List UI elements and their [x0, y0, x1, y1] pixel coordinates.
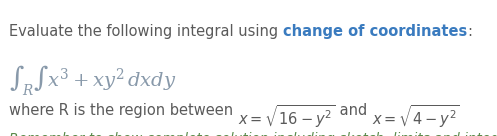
Text: Remember to show complete solution including sketch, limits and integration.: Remember to show complete solution inclu… — [9, 132, 497, 136]
Text: $x = \sqrt{16 - y^2}$: $x = \sqrt{16 - y^2}$ — [238, 103, 335, 130]
Text: where R is the region between: where R is the region between — [9, 103, 238, 118]
Text: $x = \sqrt{4 - y^2}$: $x = \sqrt{4 - y^2}$ — [372, 103, 460, 130]
Text: $\int_R \int x^3 + xy^2\,dxdy$: $\int_R \int x^3 + xy^2\,dxdy$ — [9, 63, 176, 97]
Text: :: : — [467, 24, 472, 39]
Text: and: and — [335, 103, 372, 118]
Text: Evaluate the following integral using: Evaluate the following integral using — [9, 24, 283, 39]
Text: change of coordinates: change of coordinates — [283, 24, 467, 39]
